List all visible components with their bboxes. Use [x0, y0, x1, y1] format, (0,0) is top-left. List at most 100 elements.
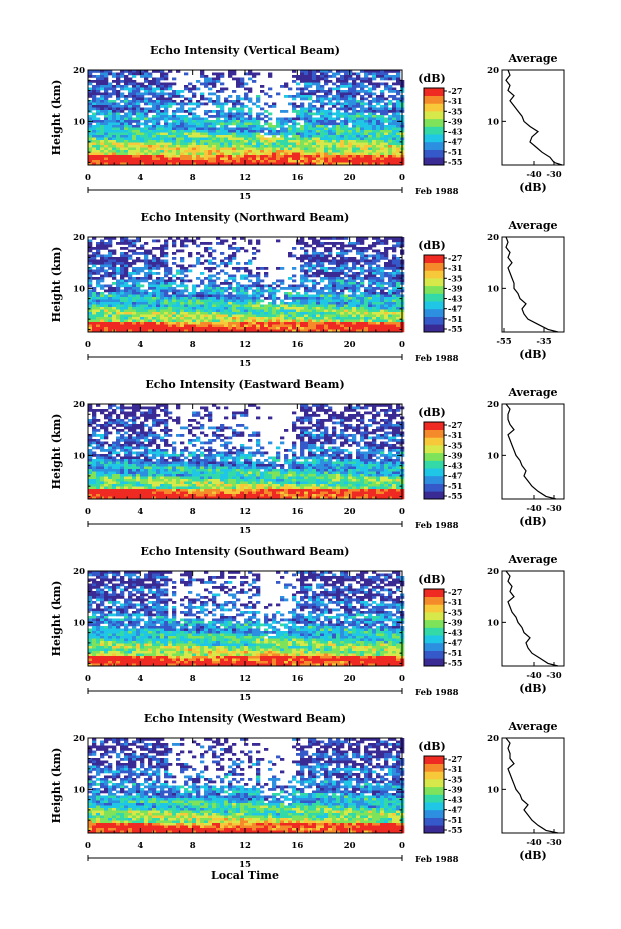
heatmap-cell [288, 130, 293, 133]
heatmap-cell [144, 72, 149, 76]
heatmap-cell [100, 140, 105, 143]
heatmap-cell [204, 324, 209, 328]
heatmap-cell [304, 75, 309, 78]
heatmap-cell [368, 72, 373, 76]
heatmap-cell [132, 72, 137, 76]
heatmap-cell [196, 140, 201, 143]
heatmap-cell [392, 312, 397, 315]
heatmap-cell [144, 327, 149, 330]
heatmap-cell [384, 317, 389, 320]
heatmap-cell [112, 272, 117, 275]
heatmap-cell [124, 302, 129, 305]
heatmap-cell [300, 294, 305, 298]
heatmap-cell [88, 244, 93, 248]
heatmap-cell [364, 97, 369, 101]
heatmap-cell [272, 294, 277, 298]
heatmap-cell [136, 409, 141, 412]
heatmap-cell [352, 157, 357, 161]
heatmap-cell [332, 259, 337, 263]
heatmap-cell [132, 92, 137, 96]
heatmap-cell [368, 87, 373, 91]
heatmap-cell [164, 406, 169, 410]
heatmap-cell [232, 160, 237, 163]
heatmap-cell [340, 112, 345, 116]
heatmap-cell [336, 414, 341, 417]
heatmap-cell [228, 137, 233, 141]
heatmap-cell [380, 115, 385, 118]
heatmap-cell [376, 242, 381, 245]
heatmap-cell [184, 317, 189, 320]
heatmap-cell [132, 312, 137, 315]
heatmap-cell [164, 411, 169, 415]
heatmap-cell [224, 299, 229, 303]
heatmap-cell [368, 105, 373, 108]
heatmap-cell [192, 147, 197, 151]
heatmap-cell [128, 294, 133, 298]
heatmap-cell [340, 90, 345, 93]
heatmap-cell [116, 110, 121, 113]
heatmap-cell [124, 282, 129, 285]
heatmap-cell [292, 309, 297, 313]
heatmap-cell [280, 319, 285, 323]
heatmap-cell [224, 152, 229, 156]
heatmap-cell [144, 97, 149, 101]
heatmap-cell [164, 269, 169, 273]
heatmap-cell [144, 274, 149, 278]
heatmap-cell [392, 299, 397, 303]
heatmap-cell [336, 115, 341, 118]
heatmap-cell [216, 122, 221, 126]
heatmap-cell [324, 404, 329, 407]
heatmap-cell [300, 142, 305, 146]
heatmap-cell [328, 140, 333, 143]
heatmap-cell [292, 284, 297, 288]
heatmap-cell [300, 92, 305, 96]
heatmap-cell [240, 127, 245, 131]
heatmap-cell [252, 130, 257, 133]
heatmap-cell [124, 152, 129, 156]
heatmap-cell [248, 160, 253, 163]
heatmap-cell [168, 137, 173, 141]
heatmap-cell [248, 274, 253, 278]
heatmap-cell [148, 264, 153, 268]
colorbar-tick-label: -47 [448, 137, 462, 147]
heatmap-cell [384, 409, 389, 412]
heatmap-cell [252, 142, 257, 146]
heatmap-cell [372, 130, 377, 133]
heatmap-cell [392, 239, 397, 243]
heatmap-cell [172, 155, 177, 158]
heatmap-cell [136, 112, 141, 116]
heatmap-cell [320, 267, 325, 270]
heatmap-cell [372, 329, 377, 333]
heatmap-cell [304, 85, 309, 88]
heatmap-cell [232, 294, 237, 298]
heatmap-cell [208, 142, 213, 146]
heatmap-cell [268, 307, 273, 310]
heatmap-cell [128, 262, 133, 265]
heatmap-cell [144, 85, 149, 88]
heatmap-cell [140, 127, 145, 131]
heatmap-cell [308, 102, 313, 106]
heatmap-cell [312, 140, 317, 143]
heatmap-cell [124, 279, 129, 283]
heatmap-cell [232, 145, 237, 148]
heatmap-cell [212, 122, 217, 126]
heatmap-cell [268, 317, 273, 320]
heatmap-cell [172, 115, 177, 118]
heatmap-cell [212, 304, 217, 308]
heatmap-cell [292, 142, 297, 146]
heatmap-cell [380, 110, 385, 113]
heatmap-cell [376, 110, 381, 113]
heatmap-cell [136, 95, 141, 98]
heatmap-cell [304, 284, 309, 288]
heatmap-cell [312, 282, 317, 285]
heatmap-cell [332, 319, 337, 323]
heatmap-cell [108, 267, 113, 270]
heatmap-cell [292, 322, 297, 325]
heatmap-cell [236, 100, 241, 103]
heatmap-cell [144, 152, 149, 156]
heatmap-cell [368, 247, 373, 250]
heatmap-cell [96, 110, 101, 113]
heatmap-cell [248, 137, 253, 141]
heatmap-cell [380, 309, 385, 313]
heatmap-cell [128, 162, 133, 166]
